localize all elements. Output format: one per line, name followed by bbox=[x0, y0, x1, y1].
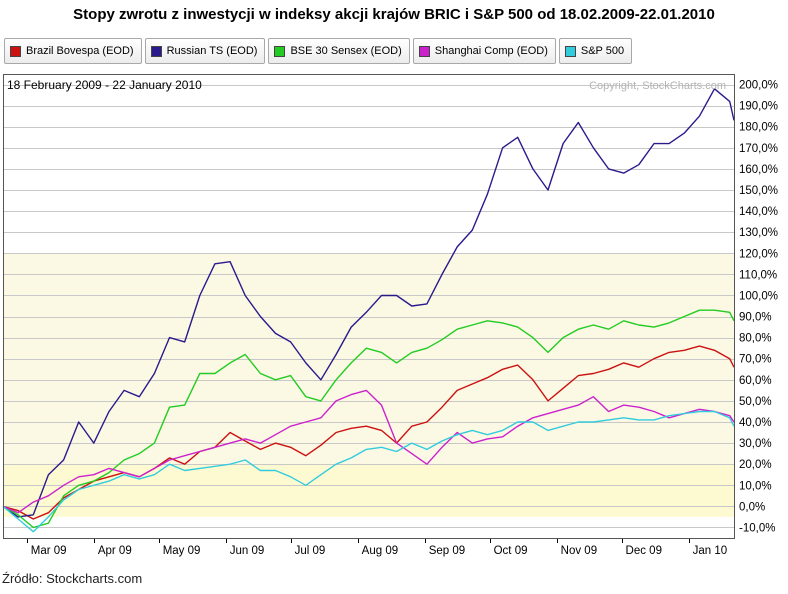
chart-subtitle: 18 February 2009 - 22 January 2010 bbox=[7, 78, 202, 92]
plot-frame bbox=[3, 74, 735, 539]
chart-title: Stopy zwrotu z inwestycji w indeksy akcj… bbox=[73, 6, 715, 23]
y-tick-label: 20,0% bbox=[739, 459, 772, 471]
y-tick-label: 150,0% bbox=[739, 185, 778, 197]
series-line-russian-ts bbox=[2, 88, 735, 518]
copyright-watermark: Copyright, StockCharts.com bbox=[589, 80, 726, 92]
y-tick-label: 50,0% bbox=[739, 396, 772, 408]
x-tick-label: Jul 09 bbox=[295, 545, 326, 557]
x-tick-label: Apr 09 bbox=[98, 545, 132, 557]
series-line-shanghai-comp bbox=[2, 389, 735, 514]
x-tick-label: Dec 09 bbox=[626, 545, 662, 557]
legend-swatch-russian-ts bbox=[150, 45, 162, 57]
series-lines bbox=[2, 88, 735, 533]
y-tick-label: 60,0% bbox=[739, 375, 772, 387]
legend-label-sp-500: S&P 500 bbox=[580, 45, 625, 57]
gridlines bbox=[3, 85, 734, 543]
plot-background bbox=[3, 74, 734, 538]
y-tick-label: 30,0% bbox=[739, 438, 772, 450]
x-tick-label: Oct 09 bbox=[494, 545, 528, 557]
y-tick-label: 180,0% bbox=[739, 122, 778, 134]
y-tick-label: 90,0% bbox=[739, 312, 772, 324]
legend-swatch-shanghai-comp bbox=[418, 45, 430, 57]
y-tick-label: 120,0% bbox=[739, 248, 778, 260]
legend: Brazil Bovespa (EOD) Russian TS (EOD) BS… bbox=[4, 38, 635, 64]
y-tick-label: 0,0% bbox=[739, 501, 765, 513]
y-tick-label: 190,0% bbox=[739, 101, 778, 113]
legend-item-brazil-bovespa[interactable]: Brazil Bovespa (EOD) bbox=[4, 38, 142, 64]
legend-item-bse-30-sensex[interactable]: BSE 30 Sensex (EOD) bbox=[268, 38, 410, 64]
y-tick-label: 160,0% bbox=[739, 164, 778, 176]
legend-swatch-bse-30-sensex bbox=[274, 45, 286, 57]
series-line-bse-30-sensex bbox=[2, 309, 735, 529]
y-tick-label: -10,0% bbox=[739, 522, 775, 534]
legend-swatch-sp-500 bbox=[564, 45, 576, 57]
legend-item-russian-ts[interactable]: Russian TS (EOD) bbox=[144, 38, 266, 64]
x-tick-label: Nov 09 bbox=[561, 545, 597, 557]
y-axis-labels: -10,0% 0,0% 10,0% 20,0% 30,0% 40,0% 50,0% 60,0%… bbox=[739, 80, 778, 535]
y-tick-label: 10,0% bbox=[739, 480, 772, 492]
y-tick-label: 100,0% bbox=[739, 290, 778, 302]
plot-border bbox=[3, 74, 735, 539]
legend-label-bse-30-sensex: BSE 30 Sensex (EOD) bbox=[290, 45, 402, 57]
y-tick-label: 170,0% bbox=[739, 143, 778, 155]
y-tick-label: 70,0% bbox=[739, 354, 772, 366]
y-tick-label: 140,0% bbox=[739, 206, 778, 218]
legend-label-brazil-bovespa: Brazil Bovespa (EOD) bbox=[26, 45, 134, 57]
legend-label-shanghai-comp: Shanghai Comp (EOD) bbox=[434, 45, 548, 57]
shaded-band-upper bbox=[3, 253, 734, 465]
x-tick-label: May 09 bbox=[163, 545, 201, 557]
y-tick-label: 80,0% bbox=[739, 333, 772, 345]
y-tick-label: 200,0% bbox=[739, 80, 778, 92]
x-tick-label: Jan 10 bbox=[693, 545, 728, 557]
x-tick-label: Sep 09 bbox=[429, 545, 465, 557]
x-tick-label: Jun 09 bbox=[230, 545, 265, 557]
legend-item-shanghai-comp[interactable]: Shanghai Comp (EOD) bbox=[412, 38, 556, 64]
legend-swatch-brazil-bovespa bbox=[10, 45, 21, 57]
legend-item-sp-500[interactable]: S&P 500 bbox=[558, 38, 633, 64]
x-axis-labels: Mar 09 Apr 09 May 09 Jun 09 Jul 09 Aug 09 Sep … bbox=[31, 545, 727, 557]
legend-label-russian-ts: Russian TS (EOD) bbox=[166, 45, 258, 57]
shaded-band-lower bbox=[3, 464, 734, 517]
series-line-s-p-500 bbox=[2, 410, 735, 533]
x-tick-label: Mar 09 bbox=[31, 545, 67, 557]
y-tick-label: 130,0% bbox=[739, 227, 778, 239]
source-note: Źródło: Stockcharts.com bbox=[2, 571, 143, 586]
y-tick-label: 110,0% bbox=[739, 269, 777, 281]
y-tick-label: 40,0% bbox=[739, 417, 772, 429]
x-tick-label: Aug 09 bbox=[362, 545, 398, 557]
